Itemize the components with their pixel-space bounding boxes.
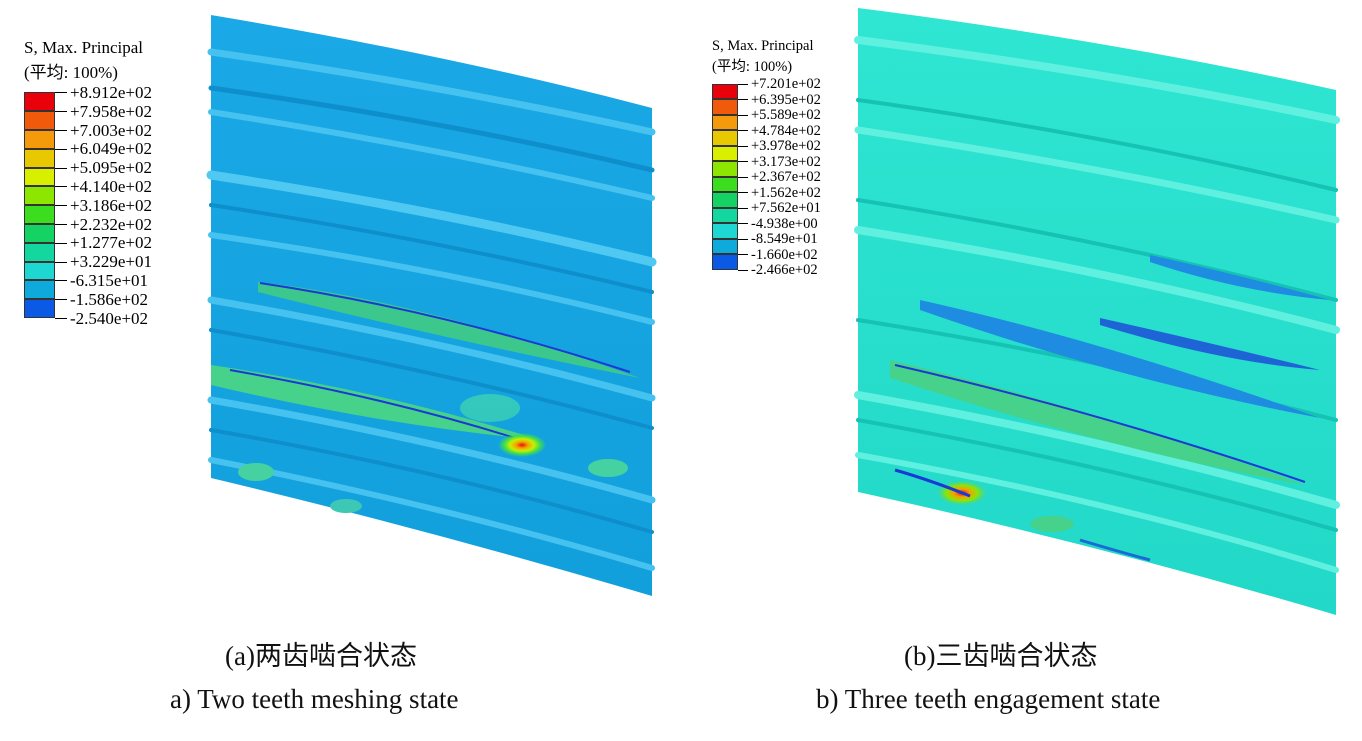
legend-tick [738, 114, 748, 116]
legend-label: +7.003e+02 [70, 120, 152, 140]
stress-zones [890, 255, 1330, 562]
legend-subtitle: (平均: 100%) [712, 59, 793, 75]
legend-swatch [24, 299, 55, 318]
legend-tick [55, 186, 67, 188]
legend-swatch [712, 161, 738, 177]
legend-tick [738, 99, 748, 101]
legend-tick [738, 269, 748, 271]
legend-label: -4.938e+00 [751, 215, 818, 232]
legend-swatch [24, 261, 55, 281]
legend-tick [55, 111, 67, 113]
legend-swatch [712, 254, 738, 270]
legend-swatch [24, 280, 55, 300]
legend-label: +5.589e+02 [751, 107, 821, 123]
legend-label: +4.784e+02 [751, 122, 821, 139]
legend-label: +7.201e+02 [751, 76, 821, 92]
legend-swatch [24, 148, 55, 168]
legend-label: +3.186e+02 [70, 195, 152, 215]
legend-swatch [24, 111, 55, 130]
caption-english: a) Two teeth meshing state [170, 684, 459, 714]
panel-three-teeth: S, Max. Principal (平均: 100%) +7.201e+02 +… [680, 0, 1362, 741]
legend-label: -8.549e+01 [751, 231, 818, 247]
caption-chinese: (a)两齿啮合状态 [225, 641, 417, 671]
legend-label: -1.586e+02 [70, 289, 149, 309]
legend-tick [55, 261, 67, 263]
legend-tick [738, 145, 748, 147]
legend-swatch [712, 145, 738, 162]
legend-label: +8.912e+02 [70, 83, 152, 102]
legend-swatch [24, 92, 55, 112]
legend-swatch [24, 205, 55, 224]
legend-tick [738, 176, 748, 178]
legend-tick [55, 280, 67, 282]
fe-model-three-teeth [854, 8, 1340, 615]
stress-zones [211, 282, 640, 513]
legend-label: +5.095e+02 [70, 158, 152, 178]
legend-tick [55, 299, 67, 301]
legend-three-teeth: S, Max. Principal (平均: 100%) +7.201e+02 +… [712, 38, 821, 282]
legend-label: +3.229e+01 [70, 252, 152, 272]
tooth-bands [206, 48, 657, 571]
legend-label: -2.540e+02 [70, 308, 149, 328]
legend-swatch [24, 242, 55, 262]
legend-title: S, Max. Principal [24, 38, 143, 57]
legend-label: -2.466e+02 [751, 262, 818, 278]
panel-two-teeth: S, Max. Principal (平均: 100%) +8.912e+02 +… [0, 0, 680, 741]
legend-label: +2.232e+02 [70, 214, 152, 234]
legend-tick [55, 205, 67, 207]
legend-swatch [712, 207, 738, 224]
legend-swatch [712, 223, 738, 239]
legend-scale: +8.912e+02 +7.958e+02 +7.003e+02 +6.049e+02… [24, 83, 152, 329]
legend-tick [738, 161, 748, 163]
legend-tick [738, 254, 748, 256]
legend-swatch [712, 83, 738, 100]
legend-label: -6.315e+01 [70, 271, 149, 290]
legend-label: +1.562e+02 [751, 184, 821, 201]
legend-swatch [712, 238, 738, 255]
legend-label: +7.958e+02 [70, 101, 152, 121]
caption-english: b) Three teeth engagement state [816, 684, 1161, 714]
legend-tick [738, 223, 748, 225]
legend-label: +6.049e+02 [70, 139, 152, 159]
legend-tick [738, 83, 748, 85]
legend-title: S, Max. Principal [712, 38, 814, 54]
legend-swatch [24, 186, 55, 206]
legend-label: +7.562e+01 [751, 200, 821, 216]
legend-swatch [712, 192, 738, 208]
legend-tick [55, 318, 67, 319]
legend-subtitle: (平均: 100%) [24, 63, 118, 82]
legend-tick [738, 207, 748, 209]
legend-tick [738, 192, 748, 194]
legend-label: +4.140e+02 [70, 177, 152, 196]
legend-tick [55, 148, 67, 150]
legend-tick [55, 224, 67, 225]
legend-swatch [712, 114, 738, 131]
legend-tick [55, 130, 67, 131]
legend-tick [738, 130, 748, 132]
legend-label: -1.660e+02 [751, 246, 818, 263]
fe-model-two-teeth [206, 15, 657, 596]
legend-two-teeth: S, Max. Principal (平均: 100%) +8.912e+02 +… [24, 38, 152, 329]
legend-swatch [712, 130, 738, 146]
caption-chinese: (b)三齿啮合状态 [904, 641, 1098, 671]
legend-scale: +7.201e+02 +6.395e+02 +5.589e+02 +4.784e+02… [712, 76, 821, 282]
legend-label: +2.367e+02 [751, 169, 821, 185]
legend-swatch [712, 176, 738, 193]
legend-tick [55, 92, 67, 94]
legend-label: +3.173e+02 [751, 153, 821, 170]
legend-tick [55, 167, 67, 169]
legend-swatch [712, 99, 738, 115]
legend-swatch [24, 130, 55, 149]
legend-label: +6.395e+02 [751, 91, 821, 108]
legend-label: +1.277e+02 [70, 233, 152, 253]
legend-swatch [24, 167, 55, 187]
legend-swatch [24, 224, 55, 243]
legend-label: +3.978e+02 [751, 138, 821, 154]
legend-tick [738, 238, 748, 240]
legend-tick [55, 242, 67, 244]
